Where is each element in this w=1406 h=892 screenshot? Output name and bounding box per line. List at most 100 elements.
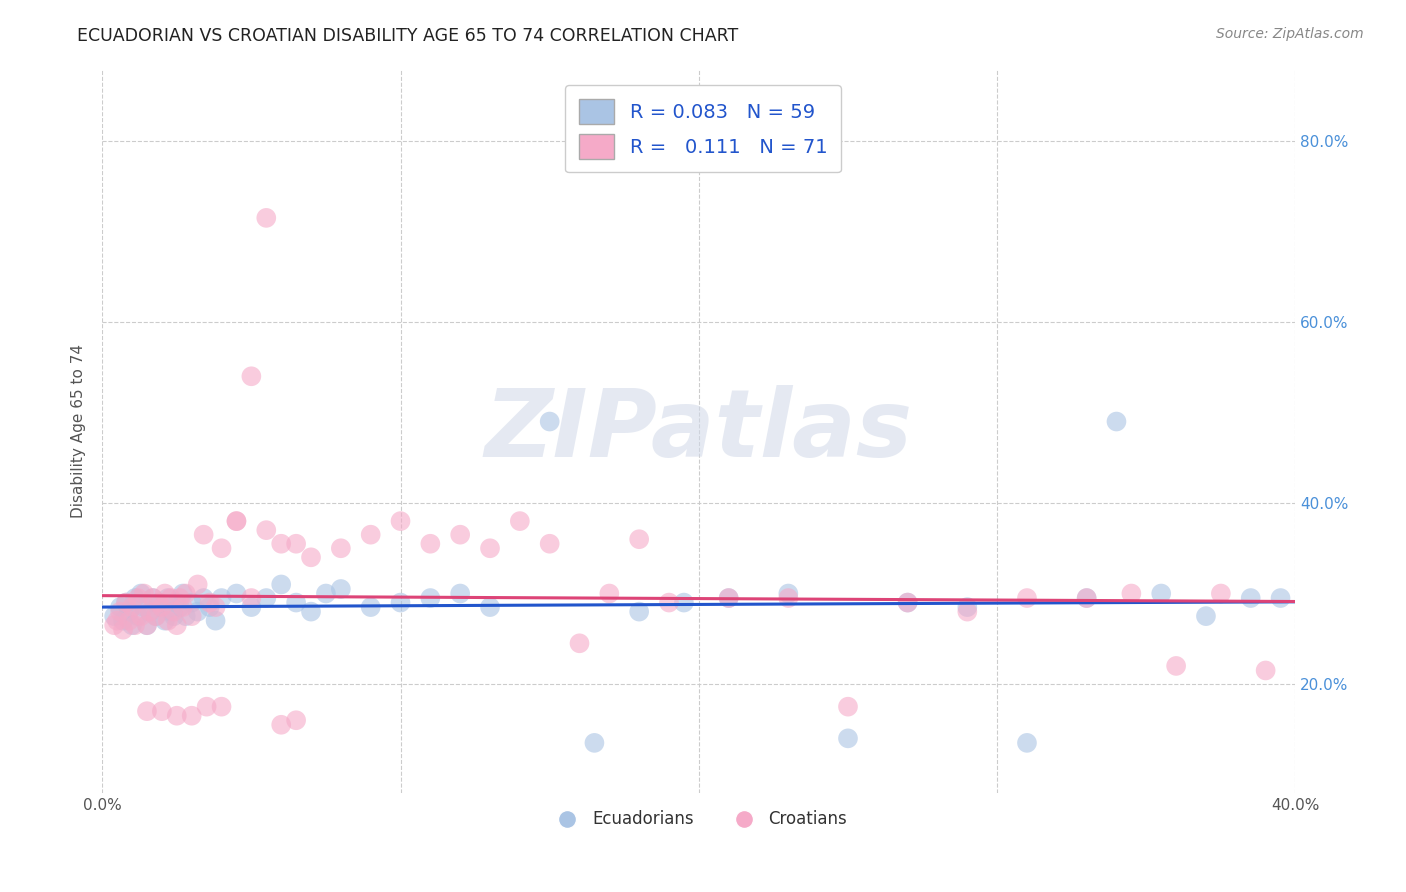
Point bbox=[225, 514, 247, 528]
Point bbox=[270, 537, 292, 551]
Point bbox=[124, 618, 146, 632]
Point bbox=[254, 523, 277, 537]
Point bbox=[136, 618, 159, 632]
Point bbox=[254, 591, 277, 605]
Point bbox=[103, 609, 125, 624]
Point bbox=[148, 596, 170, 610]
Point bbox=[583, 736, 606, 750]
Point bbox=[672, 596, 695, 610]
Point bbox=[285, 596, 308, 610]
Point bbox=[1166, 659, 1188, 673]
Point bbox=[1254, 664, 1277, 678]
Point bbox=[136, 704, 159, 718]
Point bbox=[509, 514, 531, 528]
Point bbox=[198, 596, 221, 610]
Point bbox=[156, 614, 179, 628]
Point bbox=[285, 537, 308, 551]
Point bbox=[299, 550, 322, 565]
Point bbox=[103, 618, 125, 632]
Point bbox=[1015, 736, 1038, 750]
Point bbox=[112, 623, 135, 637]
Point bbox=[1015, 591, 1038, 605]
Point bbox=[1076, 591, 1098, 605]
Point bbox=[195, 699, 218, 714]
Point bbox=[124, 591, 146, 605]
Point bbox=[169, 591, 191, 605]
Point bbox=[187, 577, 209, 591]
Point bbox=[159, 591, 181, 605]
Point bbox=[419, 537, 441, 551]
Point bbox=[538, 537, 561, 551]
Point bbox=[1240, 591, 1263, 605]
Point bbox=[211, 699, 233, 714]
Point bbox=[132, 586, 155, 600]
Point bbox=[211, 541, 233, 556]
Point bbox=[1270, 591, 1292, 605]
Point bbox=[115, 596, 138, 610]
Point bbox=[479, 541, 502, 556]
Point bbox=[187, 605, 209, 619]
Point bbox=[598, 586, 620, 600]
Point bbox=[121, 618, 143, 632]
Point bbox=[204, 614, 226, 628]
Point bbox=[628, 532, 651, 546]
Point bbox=[1105, 415, 1128, 429]
Point bbox=[315, 586, 337, 600]
Point bbox=[108, 600, 131, 615]
Point bbox=[172, 586, 194, 600]
Point bbox=[1209, 586, 1232, 600]
Point bbox=[136, 618, 159, 632]
Point bbox=[198, 600, 221, 615]
Point bbox=[285, 713, 308, 727]
Point bbox=[193, 591, 215, 605]
Point bbox=[142, 591, 165, 605]
Point bbox=[163, 605, 186, 619]
Point bbox=[360, 600, 382, 615]
Point bbox=[166, 596, 188, 610]
Point bbox=[211, 591, 233, 605]
Point bbox=[389, 596, 412, 610]
Point bbox=[112, 614, 135, 628]
Point bbox=[956, 600, 979, 615]
Point bbox=[329, 541, 352, 556]
Point bbox=[166, 618, 188, 632]
Text: ECUADORIAN VS CROATIAN DISABILITY AGE 65 TO 74 CORRELATION CHART: ECUADORIAN VS CROATIAN DISABILITY AGE 65… bbox=[77, 27, 738, 45]
Point bbox=[129, 609, 152, 624]
Point bbox=[479, 600, 502, 615]
Point bbox=[270, 577, 292, 591]
Point bbox=[240, 369, 263, 384]
Point bbox=[139, 605, 162, 619]
Point bbox=[299, 605, 322, 619]
Point bbox=[658, 596, 681, 610]
Point bbox=[1150, 586, 1173, 600]
Legend: Ecuadorians, Croatians: Ecuadorians, Croatians bbox=[544, 804, 853, 835]
Point bbox=[538, 415, 561, 429]
Point bbox=[897, 596, 920, 610]
Point bbox=[145, 609, 167, 624]
Point bbox=[148, 596, 170, 610]
Text: Source: ZipAtlas.com: Source: ZipAtlas.com bbox=[1216, 27, 1364, 41]
Point bbox=[115, 596, 138, 610]
Point bbox=[127, 609, 149, 624]
Point bbox=[121, 600, 143, 615]
Point bbox=[956, 605, 979, 619]
Point bbox=[105, 614, 128, 628]
Point bbox=[254, 211, 277, 225]
Point bbox=[172, 600, 194, 615]
Point bbox=[1121, 586, 1143, 600]
Point bbox=[1076, 591, 1098, 605]
Point bbox=[204, 600, 226, 615]
Point bbox=[193, 527, 215, 541]
Point bbox=[837, 731, 859, 746]
Text: ZIPatlas: ZIPatlas bbox=[485, 384, 912, 476]
Point bbox=[389, 514, 412, 528]
Point bbox=[225, 586, 247, 600]
Point bbox=[568, 636, 591, 650]
Point bbox=[897, 596, 920, 610]
Point bbox=[240, 600, 263, 615]
Point bbox=[225, 514, 247, 528]
Point bbox=[127, 591, 149, 605]
Point bbox=[118, 614, 141, 628]
Point bbox=[145, 609, 167, 624]
Point bbox=[360, 527, 382, 541]
